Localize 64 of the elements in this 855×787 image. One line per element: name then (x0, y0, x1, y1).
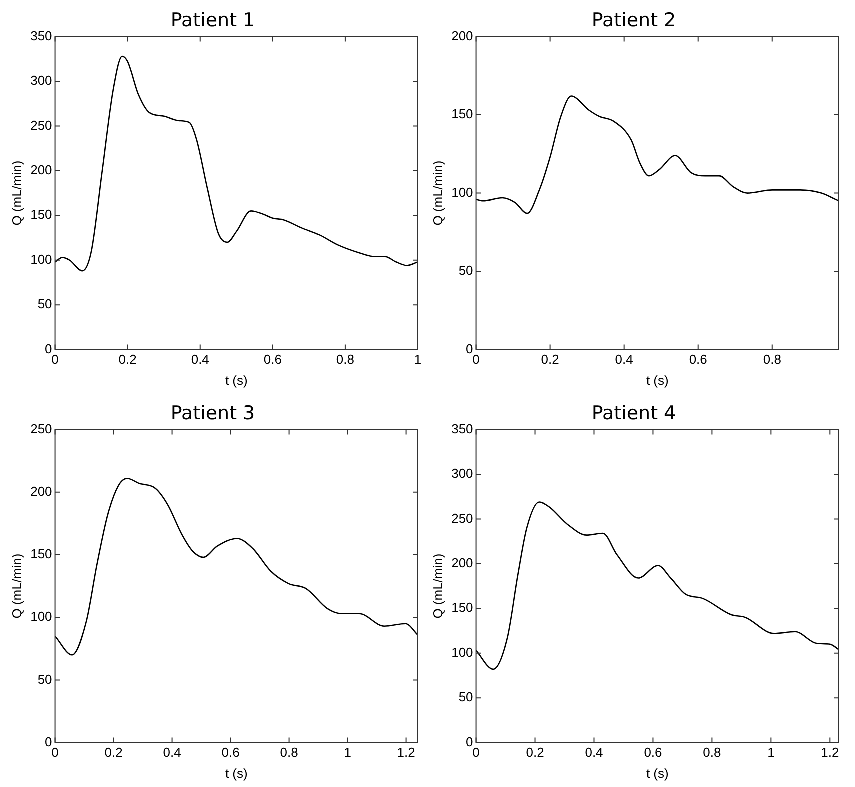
y-tick-label: 200 (452, 28, 474, 44)
x-axis-title: t (s) (225, 766, 248, 781)
y-tick-label: 50 (38, 296, 52, 312)
y-tick-label: 100 (452, 184, 474, 200)
x-tick-label: 0.4 (163, 745, 182, 760)
y-tick-label: 250 (30, 118, 52, 133)
x-tick-label: 0.8 (763, 352, 782, 368)
x-tick-label: 0.6 (222, 745, 240, 760)
y-tick-label: 0 (466, 734, 474, 750)
x-tick-label: 0.2 (526, 745, 544, 760)
y-tick-label: 300 (30, 73, 52, 88)
y-tick-label: 200 (452, 556, 474, 571)
y-tick-label: 150 (452, 600, 474, 616)
y-tick-label: 50 (458, 690, 474, 705)
y-axis-title: Q (mL/min) (9, 160, 24, 226)
chart-title: Patient 4 (592, 402, 676, 424)
x-axis-title: t (s) (646, 766, 669, 781)
x-tick-label: 0.6 (644, 745, 662, 760)
chart-title: Patient 3 (170, 402, 256, 424)
x-tick-label: 0.2 (118, 352, 137, 368)
x-tick-label: 0.6 (264, 352, 282, 368)
y-tick-label: 250 (30, 421, 52, 436)
y-tick-label: 150 (30, 546, 52, 562)
chart-title: Patient 1 (170, 9, 256, 32)
x-tick-label: 0.4 (585, 745, 604, 760)
y-tick-label: 0 (466, 341, 474, 356)
y-axis-title: Q (mL/min) (9, 554, 24, 619)
y-tick-label: 350 (30, 28, 52, 44)
y-tick-label: 250 (452, 510, 474, 526)
x-tick-label: 0.6 (689, 352, 708, 368)
y-tick-label: 100 (30, 252, 52, 267)
x-tick-label: 0.4 (615, 352, 634, 368)
x-axis-title: t (s) (646, 372, 669, 388)
line-series (55, 478, 418, 656)
x-tick-label: 1 (414, 352, 422, 368)
y-tick-label: 100 (452, 644, 474, 660)
x-tick-label: 0.4 (191, 352, 210, 368)
y-tick-label: 200 (30, 484, 52, 499)
chart-title: Patient 2 (592, 9, 676, 32)
y-tick-label: 50 (458, 263, 474, 278)
x-tick-label: 0.2 (104, 745, 123, 760)
x-tick-label: 1.2 (397, 745, 416, 760)
x-tick-label: 0.8 (280, 745, 298, 760)
x-tick-label: 0.2 (541, 352, 560, 368)
y-tick-label: 100 (30, 609, 52, 624)
x-tick-label: 1 (344, 745, 352, 760)
x-axis-title: t (s) (225, 372, 248, 388)
x-tick-label: 1 (768, 745, 775, 760)
x-tick-label: 1.2 (821, 745, 840, 760)
y-tick-label: 350 (452, 421, 474, 436)
y-tick-label: 200 (30, 162, 52, 178)
y-tick-label: 300 (452, 466, 474, 482)
x-tick-label: 0.8 (703, 745, 722, 760)
y-tick-label: 0 (45, 341, 52, 356)
y-axis-title: Q (mL/min) (430, 554, 446, 619)
y-axis-title: Q (mL/min) (430, 160, 446, 226)
line-series (476, 502, 839, 670)
x-tick-label: 0.8 (336, 352, 354, 368)
y-tick-label: 0 (45, 734, 52, 750)
line-series (476, 96, 839, 214)
y-tick-label: 50 (38, 672, 52, 687)
y-tick-label: 150 (452, 106, 474, 122)
y-tick-label: 150 (30, 207, 52, 222)
line-series (55, 56, 418, 272)
